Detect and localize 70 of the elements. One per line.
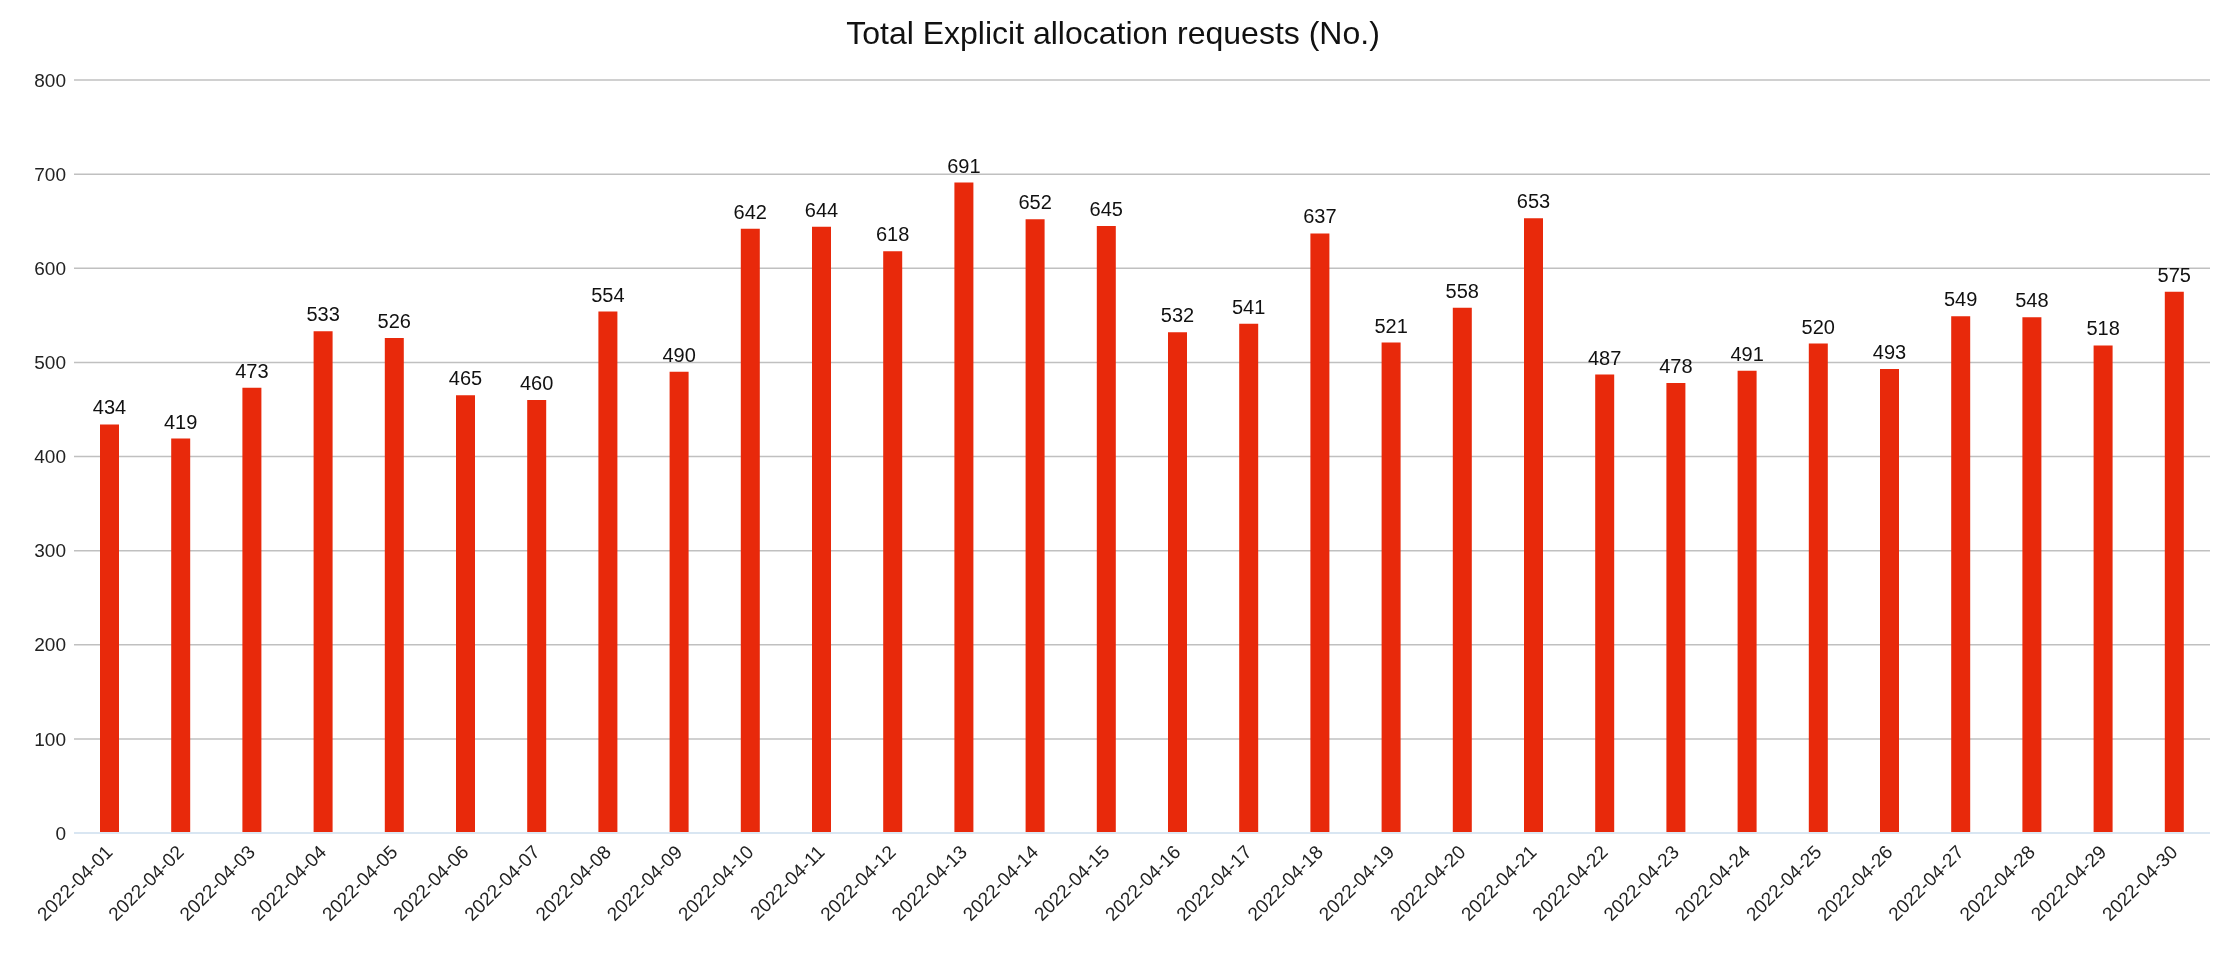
bar (527, 400, 547, 833)
bar (1168, 332, 1187, 833)
bar (1239, 323, 1259, 833)
bar (1808, 343, 1828, 833)
data-label: 487 (1588, 346, 1622, 369)
bar (1737, 370, 1757, 833)
bar (1524, 218, 1543, 833)
data-label: 652 (1018, 191, 1052, 214)
bar (313, 331, 333, 833)
data-label: 491 (1730, 342, 1764, 365)
bar (1951, 316, 1971, 833)
bar (384, 337, 404, 833)
y-tick-label: 800 (34, 69, 66, 91)
data-label: 548 (2015, 289, 2049, 312)
bar (171, 438, 191, 833)
y-tick-label: 0 (55, 822, 66, 844)
data-label: 419 (164, 410, 198, 433)
bar (669, 371, 689, 833)
data-label: 460 (520, 372, 554, 395)
data-label: 473 (235, 359, 269, 382)
data-label: 465 (448, 367, 483, 390)
y-tick-label: 300 (34, 540, 66, 562)
bar (2093, 345, 2113, 833)
y-tick-label: 200 (34, 634, 66, 656)
chart-title: Total Explicit allocation requests (No.) (845, 14, 1381, 53)
data-label: 642 (733, 200, 767, 223)
data-label: 653 (1516, 190, 1551, 213)
bar (1025, 219, 1045, 833)
data-label: 637 (1303, 205, 1337, 228)
bar (812, 226, 831, 833)
data-label: 645 (1089, 197, 1123, 220)
bar (1595, 374, 1615, 833)
bar (740, 228, 760, 833)
y-tick-label: 600 (34, 257, 66, 279)
bar (954, 182, 974, 833)
data-label: 520 (1801, 315, 1835, 338)
data-label: 644 (804, 198, 839, 221)
bar (598, 311, 618, 833)
data-label: 575 (2157, 263, 2191, 286)
y-tick-label: 100 (34, 728, 66, 750)
y-tick-label: 400 (34, 446, 66, 468)
bar (1310, 233, 1330, 833)
bar (1666, 383, 1686, 833)
bar (456, 395, 475, 833)
bar (1381, 342, 1401, 833)
bar (1452, 307, 1472, 833)
data-label: 533 (306, 303, 340, 326)
y-tick-label: 700 (34, 163, 66, 185)
data-label: 521 (1374, 314, 1408, 337)
bar (1096, 225, 1116, 833)
bar (100, 424, 119, 833)
bar (2022, 317, 2042, 833)
data-label: 518 (2086, 317, 2120, 340)
data-label: 558 (1445, 279, 1479, 302)
data-label: 549 (1944, 288, 1978, 311)
bar (242, 387, 262, 833)
bar (2164, 291, 2184, 833)
y-tick-label: 500 (34, 352, 66, 374)
data-label: 554 (591, 283, 625, 306)
data-label: 532 (1160, 304, 1195, 327)
data-label: 478 (1659, 355, 1693, 378)
data-label: 691 (947, 154, 981, 177)
data-label: 526 (377, 309, 411, 332)
bar (1880, 368, 1899, 833)
data-label: 490 (662, 343, 696, 366)
data-label: 541 (1232, 295, 1266, 318)
data-label: 493 (1872, 340, 1907, 363)
bar (883, 251, 903, 833)
data-label: 434 (92, 396, 127, 419)
data-label: 618 (876, 223, 910, 246)
